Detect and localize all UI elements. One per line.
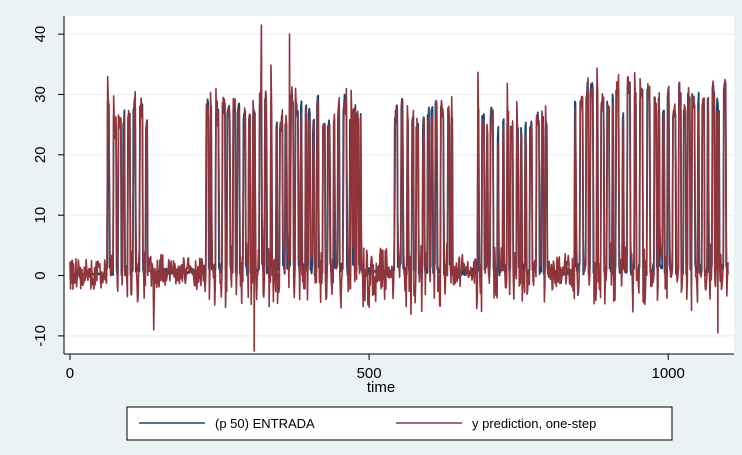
series-layer xyxy=(69,24,729,352)
legend-label-entrada: (p 50) ENTRADA xyxy=(215,416,315,431)
x-axis-ticks: 0 500 1000 xyxy=(66,354,685,382)
legend-label-prediction: y prediction, one-step xyxy=(472,416,596,431)
x-tick-label: 0 xyxy=(66,365,74,382)
y-axis-ticks: -10 0 10 20 30 40 xyxy=(32,26,64,347)
series-line-prediction xyxy=(69,24,729,352)
y-tick-label: 0 xyxy=(32,271,49,279)
y-tick-label: 10 xyxy=(32,207,49,224)
y-tick-label: 30 xyxy=(32,86,49,103)
x-axis-title: time xyxy=(367,379,395,396)
y-tick-label: -10 xyxy=(32,325,49,347)
x-tick-label: 500 xyxy=(357,365,382,382)
y-tick-label: 40 xyxy=(32,26,49,43)
x-tick-label: 1000 xyxy=(652,365,685,382)
legend: (p 50) ENTRADA y prediction, one-step xyxy=(126,406,673,441)
y-tick-label: 20 xyxy=(32,146,49,163)
